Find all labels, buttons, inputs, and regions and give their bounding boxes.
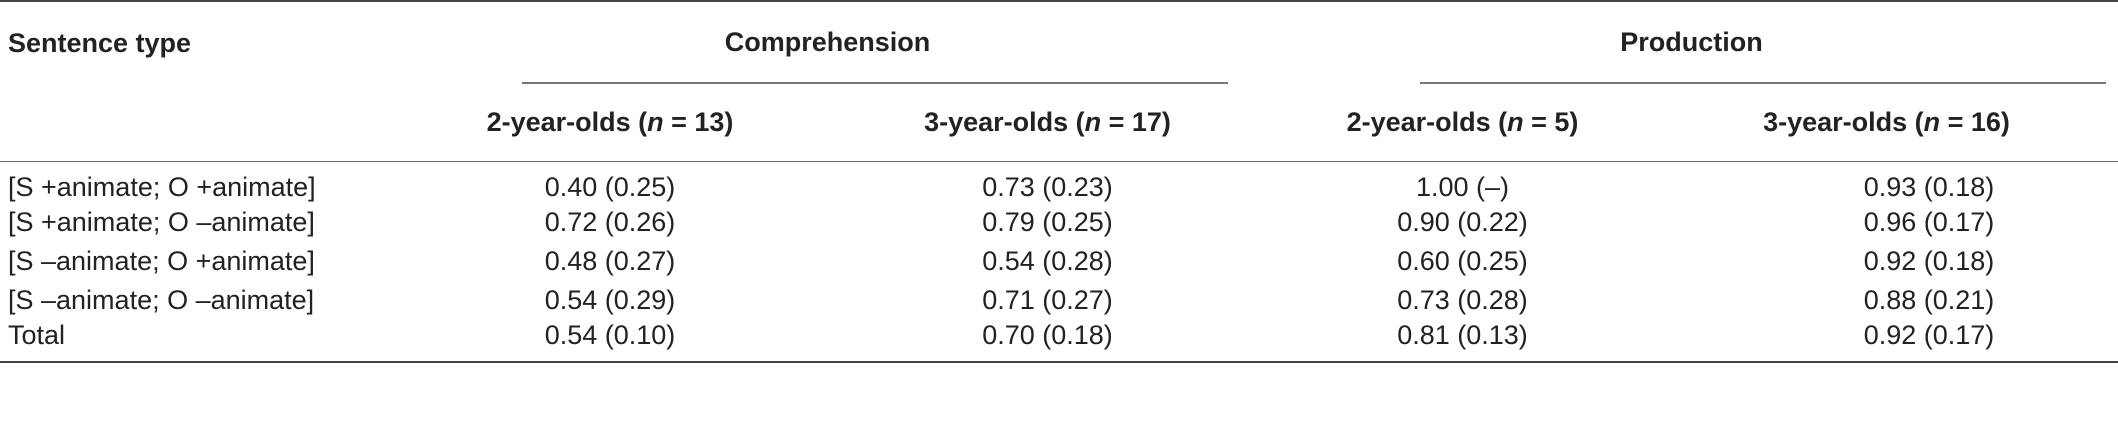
table-cell: 0.54 (0.28) <box>982 245 1113 276</box>
table-cell: 0.73 (0.28) <box>1397 284 1528 315</box>
sub-header-row: 2-year-olds (n = 13) 3-year-olds (n = 17… <box>0 84 2118 162</box>
table-cell: 0.54 (0.29) <box>544 284 676 315</box>
row-label: [S +animate; O +animate] <box>8 171 316 202</box>
table-row-total: Total 0.54 (0.10) 0.70 (0.18) 0.81 (0.13… <box>0 319 2118 363</box>
table-cell: 0.70 (0.18) <box>830 319 1265 363</box>
table-cell: 0.88 (0.21) <box>1863 284 1995 315</box>
table-row: [S –animate; O +animate] 0.48 (0.27) 0.5… <box>0 242 2118 281</box>
row-label: [S –animate; O +animate] <box>8 245 315 276</box>
production-group-underline <box>1420 82 2106 84</box>
subheader-comp-2yo: 2-year-olds (n = 13) <box>390 84 830 162</box>
row-label: [S –animate; O –animate] <box>8 284 315 315</box>
subheader-prod-3yo: 3-year-olds (n = 16) <box>1660 84 2118 162</box>
table-cell: 0.72 (0.26) <box>544 206 676 237</box>
row-label: [S +animate; O –animate] <box>8 206 315 237</box>
table-cell: 0.90 (0.22) <box>1397 206 1528 237</box>
table-cell: 1.00 (–) <box>1415 171 1510 202</box>
group-header-comprehension: Comprehension <box>390 1 1265 84</box>
group-header-row: Sentence type Comprehension Production <box>0 1 2118 84</box>
table-cell: 0.54 (0.10) <box>390 319 830 363</box>
group-label-production: Production <box>1620 26 1763 57</box>
table-row: [S +animate; O –animate] 0.72 (0.26) 0.7… <box>0 203 2118 242</box>
group-header-production: Production <box>1265 1 2118 84</box>
subheader-prod-2yo: 2-year-olds (n = 5) <box>1265 84 1660 162</box>
table-header: Sentence type Comprehension Production 2… <box>0 1 2118 162</box>
table-cell: 0.40 (0.25) <box>544 171 676 202</box>
group-label-comprehension: Comprehension <box>724 26 931 57</box>
table-cell: 0.92 (0.18) <box>1863 245 1995 276</box>
table-cell: 0.60 (0.25) <box>1397 245 1528 276</box>
table-row: [S –animate; O –animate] 0.54 (0.29) 0.7… <box>0 281 2118 320</box>
table-cell: 0.92 (0.17) <box>1660 319 2118 363</box>
table-cell: 0.71 (0.27) <box>982 284 1113 315</box>
table-row: [S +animate; O +animate] 0.40 (0.25) 0.7… <box>0 161 2118 203</box>
table-body: [S +animate; O +animate] 0.40 (0.25) 0.7… <box>0 161 2118 363</box>
table-cell: 0.48 (0.27) <box>544 245 676 276</box>
comprehension-group-underline <box>522 82 1228 84</box>
table-cell: 0.93 (0.18) <box>1863 171 1995 202</box>
subheader-comp-3yo: 3-year-olds (n = 17) <box>830 84 1265 162</box>
table-cell: 0.79 (0.25) <box>982 206 1113 237</box>
stub-subheader-empty <box>0 84 390 162</box>
table-cell: 0.73 (0.23) <box>982 171 1113 202</box>
table-cell: 0.96 (0.17) <box>1863 206 1995 237</box>
table-cell: 0.81 (0.13) <box>1265 319 1660 363</box>
stub-header: Sentence type <box>8 27 192 58</box>
results-table: Sentence type Comprehension Production 2… <box>0 1 2118 363</box>
row-label: Total <box>0 319 390 363</box>
